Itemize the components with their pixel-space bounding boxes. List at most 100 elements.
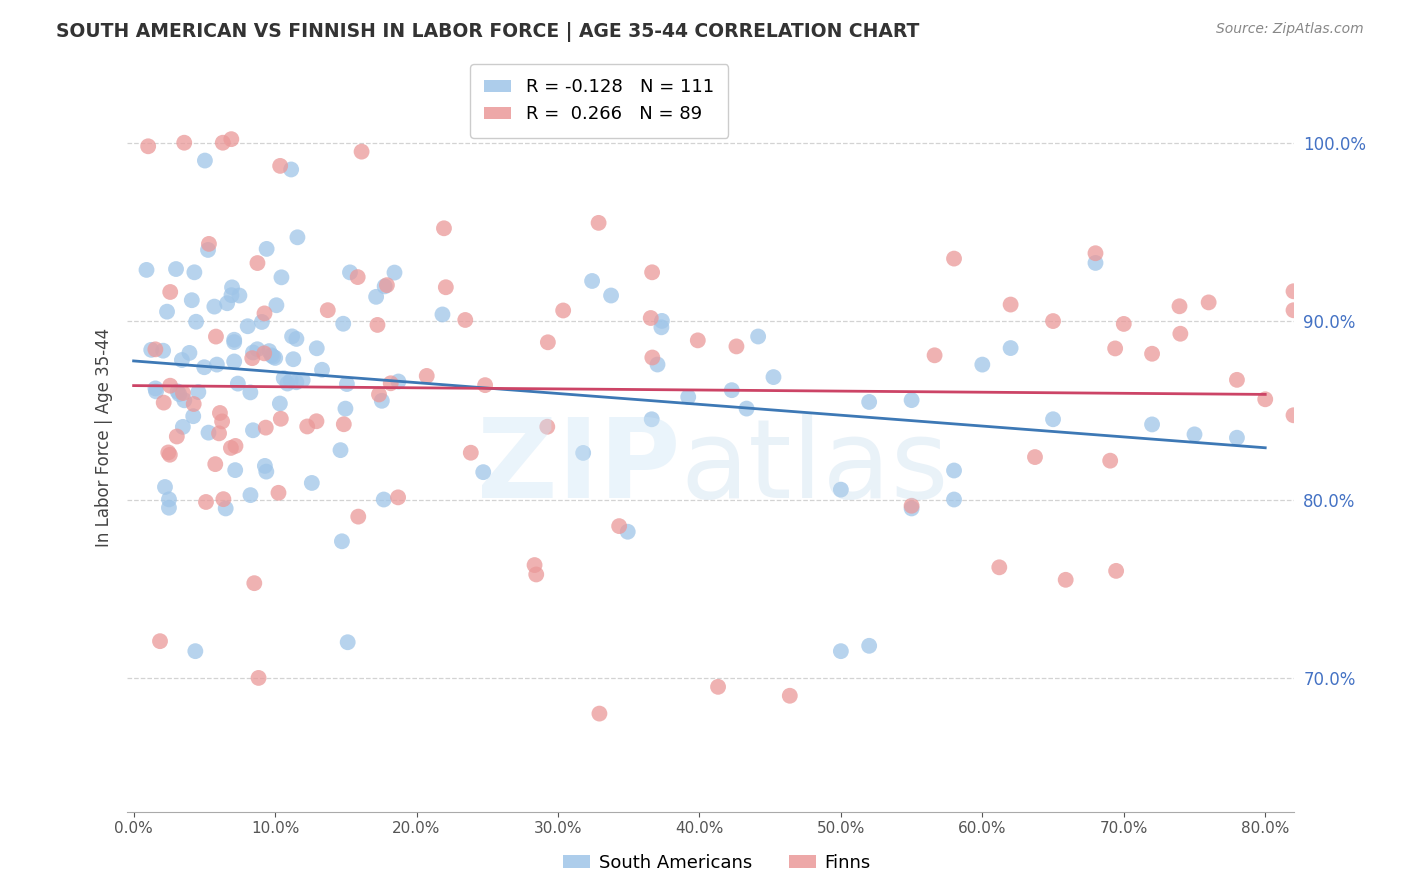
Point — [1140, 347, 1163, 361]
Point — [159, 285, 181, 299]
Point — [641, 265, 664, 279]
Point — [707, 680, 730, 694]
Point — [380, 376, 402, 391]
Point — [858, 395, 880, 409]
Point — [830, 644, 852, 658]
Point — [375, 278, 398, 293]
Point — [257, 344, 280, 359]
Point — [159, 378, 181, 392]
Point — [141, 343, 163, 357]
Point — [1226, 373, 1249, 387]
Point — [267, 485, 290, 500]
Point — [1198, 295, 1220, 310]
Point — [1084, 246, 1107, 260]
Point — [246, 343, 269, 357]
Point — [616, 524, 638, 539]
Point — [184, 644, 207, 658]
Point — [236, 319, 259, 334]
Point — [1170, 326, 1192, 341]
Point — [384, 266, 406, 280]
Point — [1000, 341, 1022, 355]
Point — [572, 446, 595, 460]
Point — [600, 288, 623, 302]
Point — [291, 373, 314, 387]
Point — [217, 296, 239, 310]
Point — [1084, 256, 1107, 270]
Point — [183, 397, 205, 411]
Point — [830, 483, 852, 497]
Point — [226, 376, 249, 391]
Point — [180, 293, 202, 308]
Point — [157, 445, 180, 459]
Point — [301, 475, 323, 490]
Point — [1000, 297, 1022, 311]
Point — [537, 335, 560, 350]
Point — [285, 376, 308, 390]
Point — [368, 387, 391, 401]
Point — [256, 242, 278, 256]
Point — [1168, 299, 1191, 313]
Point — [159, 448, 181, 462]
Point — [350, 145, 373, 159]
Point — [281, 329, 304, 343]
Point — [269, 159, 291, 173]
Point — [1254, 392, 1277, 407]
Point — [145, 343, 167, 357]
Point — [720, 383, 742, 397]
Point — [270, 411, 292, 425]
Point — [1024, 450, 1046, 464]
Point — [219, 441, 242, 455]
Point — [215, 501, 238, 516]
Point — [1105, 564, 1128, 578]
Point — [1042, 412, 1064, 426]
Point — [195, 495, 218, 509]
Point — [371, 393, 394, 408]
Point — [157, 492, 180, 507]
Point — [135, 263, 157, 277]
Point — [640, 311, 662, 326]
Point — [243, 576, 266, 591]
Point — [305, 414, 328, 428]
Point — [460, 446, 482, 460]
Point — [285, 332, 308, 346]
Point — [972, 358, 994, 372]
Point — [454, 313, 477, 327]
Point — [1140, 417, 1163, 432]
Point — [641, 351, 664, 365]
Point — [311, 363, 333, 377]
Point — [240, 351, 263, 366]
Point — [221, 132, 243, 146]
Point — [472, 465, 495, 479]
Point — [224, 335, 246, 350]
Point — [254, 465, 277, 479]
Point — [374, 279, 396, 293]
Point — [474, 378, 496, 392]
Point — [224, 439, 246, 453]
Point — [197, 243, 219, 257]
Point — [205, 329, 228, 343]
Point — [988, 560, 1011, 574]
Point — [858, 639, 880, 653]
Point — [607, 519, 630, 533]
Point — [686, 334, 709, 348]
Point — [149, 634, 172, 648]
Point — [253, 458, 276, 473]
Point — [536, 419, 558, 434]
Point — [145, 384, 167, 399]
Point — [416, 368, 439, 383]
Point — [651, 314, 673, 328]
Point — [270, 270, 292, 285]
Point — [346, 270, 368, 285]
Point — [253, 306, 276, 320]
Point — [735, 401, 758, 416]
Point — [335, 401, 357, 416]
Point — [187, 385, 209, 400]
Point — [943, 463, 966, 477]
Point — [330, 534, 353, 549]
Point — [172, 386, 194, 401]
Point — [373, 492, 395, 507]
Point — [152, 343, 174, 358]
Point — [221, 288, 243, 302]
Point — [1104, 342, 1126, 356]
Point — [339, 265, 361, 279]
